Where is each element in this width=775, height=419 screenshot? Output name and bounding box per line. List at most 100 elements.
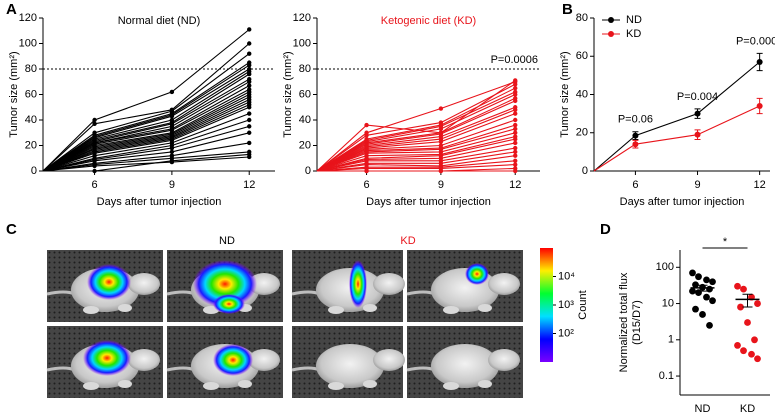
image-detail <box>193 260 257 308</box>
colorbar-label: Count <box>577 290 589 319</box>
error-bar <box>742 293 753 308</box>
point <box>695 289 702 297</box>
y-tick-label: 120 <box>19 12 37 24</box>
image-tile <box>45 326 163 398</box>
panel-label: C <box>6 221 17 238</box>
y-tick-label: 20 <box>576 127 588 139</box>
series-line <box>316 147 516 172</box>
image-detail <box>213 344 253 376</box>
series-line <box>42 104 250 172</box>
point <box>513 168 518 174</box>
series-line <box>43 153 250 172</box>
annotation: * <box>723 236 728 248</box>
point <box>247 83 252 88</box>
x-tick-label: KD <box>740 403 755 415</box>
series-line <box>593 61 760 172</box>
x-axis-label: Days after tumor injection <box>97 196 222 208</box>
point <box>92 163 97 169</box>
group-label: KD <box>400 235 415 247</box>
x-axis-label: Days after tumor injection <box>366 196 491 208</box>
y-tick-label: 100 <box>656 261 674 273</box>
point <box>734 282 741 290</box>
legend-label: ND <box>626 14 642 26</box>
annotation: P=0.06 <box>618 114 653 126</box>
annotation: P=0.0006 <box>736 35 775 47</box>
point <box>703 293 710 301</box>
x-tick-label: 9 <box>694 179 700 191</box>
point <box>169 158 175 163</box>
series-line <box>42 142 250 172</box>
legend-marker <box>608 17 614 23</box>
point <box>513 92 518 97</box>
y-axis-label: Normalized total flux <box>618 272 630 372</box>
point <box>364 122 369 128</box>
point <box>438 139 444 144</box>
y-tick-label: 80 <box>576 12 588 24</box>
point <box>247 105 252 110</box>
series-line <box>316 119 516 172</box>
series-line <box>42 43 250 172</box>
y-tick-label: 80 <box>299 63 311 75</box>
point <box>689 287 696 295</box>
y-tick-label: 20 <box>299 139 311 151</box>
series-line <box>42 156 250 172</box>
image-detail <box>349 260 367 308</box>
series-line <box>316 164 516 172</box>
point <box>364 133 369 138</box>
point <box>695 273 702 281</box>
series-line <box>316 160 516 172</box>
series-line <box>42 53 250 172</box>
point <box>247 51 252 56</box>
x-tick-label: 6 <box>91 179 97 191</box>
point <box>513 85 518 91</box>
point <box>169 145 175 151</box>
colorbar-tick-label: 10³ <box>558 299 574 311</box>
y-tick-label: 80 <box>25 63 37 75</box>
y-axis-label: (D15/D7) <box>631 300 643 345</box>
y-tick-label: 0 <box>305 165 311 177</box>
point <box>513 136 518 142</box>
point <box>247 130 252 135</box>
group-label: ND <box>219 235 235 247</box>
y-tick-label: 40 <box>25 114 37 126</box>
y-tick-label: 100 <box>293 37 311 49</box>
image-detail <box>83 340 131 376</box>
point <box>92 168 97 174</box>
point <box>706 321 713 329</box>
panel-label: A <box>6 1 17 18</box>
point <box>754 300 761 307</box>
x-tick-label: 6 <box>363 179 369 191</box>
point <box>513 162 518 167</box>
y-axis-label: Tumor size (mm²) <box>8 51 20 137</box>
point <box>740 285 747 293</box>
point <box>513 122 518 128</box>
point <box>247 27 252 32</box>
point <box>689 269 696 277</box>
error-bar <box>756 97 763 115</box>
point <box>169 149 175 155</box>
series-line <box>42 68 250 172</box>
point <box>513 145 518 151</box>
point <box>709 297 716 305</box>
y-tick-label: 0 <box>582 165 588 177</box>
series-line <box>42 113 250 172</box>
series-line <box>316 128 516 172</box>
series-line <box>316 151 516 172</box>
error-bar <box>632 139 639 149</box>
panel-label: B <box>562 1 573 18</box>
point <box>513 149 518 155</box>
y-tick-label: 100 <box>19 37 37 49</box>
series-line <box>42 29 250 172</box>
image-detail <box>465 263 489 285</box>
y-axis-label: Tumor size (mm²) <box>282 51 294 137</box>
y-tick-label: 60 <box>25 88 37 100</box>
series-line <box>316 136 516 172</box>
x-tick-label: 12 <box>509 179 521 191</box>
point <box>703 276 710 284</box>
image-tile <box>165 326 283 398</box>
series-line <box>316 97 516 172</box>
x-tick-label: 9 <box>169 179 175 191</box>
